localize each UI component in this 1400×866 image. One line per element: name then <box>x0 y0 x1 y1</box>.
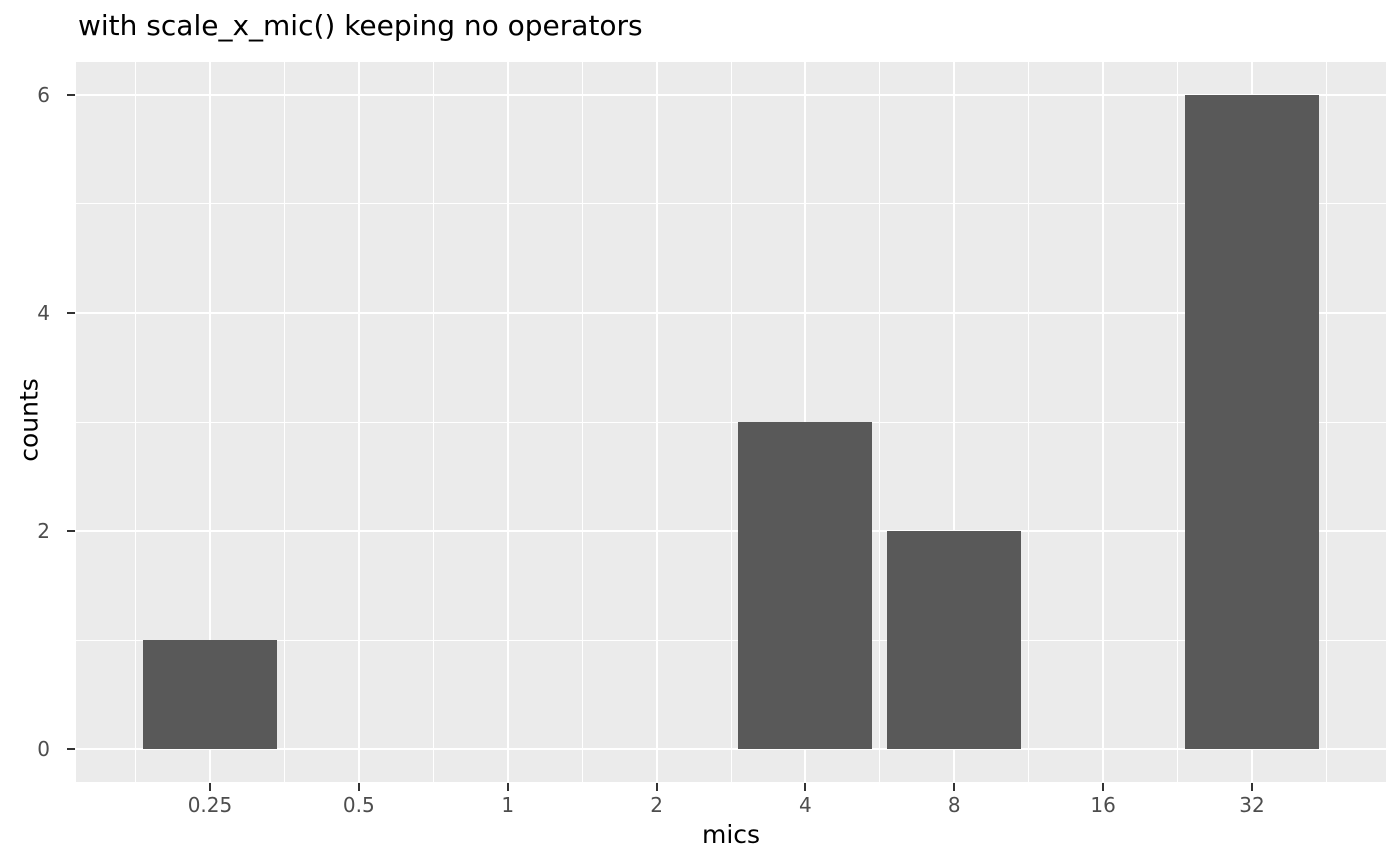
bar <box>738 422 873 750</box>
gridline-minor-v <box>432 62 434 782</box>
gridline-minor-v <box>581 62 583 782</box>
gridline-minor-v <box>1325 62 1327 782</box>
x-tick-label: 16 <box>1090 793 1116 817</box>
gridline-major-v <box>1102 62 1105 782</box>
x-tick-mark <box>1102 783 1105 791</box>
x-tick-mark <box>804 783 807 791</box>
gridline-major-v <box>953 62 956 782</box>
gridline-minor-v <box>283 62 285 782</box>
x-tick-mark <box>1251 783 1254 791</box>
bar <box>887 531 1022 750</box>
y-tick-label: 0 <box>37 737 50 762</box>
y-tick-mark <box>67 530 75 533</box>
y-tick-mark <box>67 93 75 96</box>
y-axis-title: counts <box>14 378 44 462</box>
gridline-major-v <box>208 62 211 782</box>
gridline-minor-v <box>1177 62 1179 782</box>
gridline-major-h <box>76 93 1386 96</box>
y-tick-label: 2 <box>37 519 50 544</box>
y-tick-mark <box>67 748 75 751</box>
gridline-major-h <box>76 311 1386 314</box>
bar <box>142 640 277 750</box>
x-tick-label: 1 <box>501 793 515 817</box>
x-tick-mark <box>208 783 211 791</box>
y-tick-label: 4 <box>37 300 50 325</box>
gridline-major-v <box>655 62 658 782</box>
bar <box>1185 94 1319 750</box>
gridline-major-v <box>506 62 509 782</box>
x-axis-title: mics <box>701 820 761 849</box>
x-tick-label: 32 <box>1239 793 1265 817</box>
gridline-major-h <box>76 748 1386 751</box>
x-tick-label: 2 <box>650 793 663 817</box>
gridline-minor-v <box>135 62 137 782</box>
x-tick-mark <box>357 783 360 791</box>
gridline-minor-v <box>730 62 732 782</box>
x-tick-mark <box>953 783 956 791</box>
gridline-major-h <box>76 530 1386 533</box>
gridline-major-v <box>357 62 360 782</box>
gridline-minor-v <box>1028 62 1030 782</box>
x-tick-label: 0.25 <box>187 793 233 817</box>
chart-title: with scale_x_mic() keeping no operators <box>78 9 643 42</box>
x-tick-label: 8 <box>947 793 961 817</box>
x-tick-mark <box>655 783 658 791</box>
x-tick-label: 4 <box>799 793 812 817</box>
y-tick-label: 6 <box>37 82 50 107</box>
x-tick-label: 0.5 <box>342 793 375 817</box>
y-tick-mark <box>67 311 75 314</box>
gridline-minor-v <box>879 62 881 782</box>
x-tick-mark <box>506 783 509 791</box>
